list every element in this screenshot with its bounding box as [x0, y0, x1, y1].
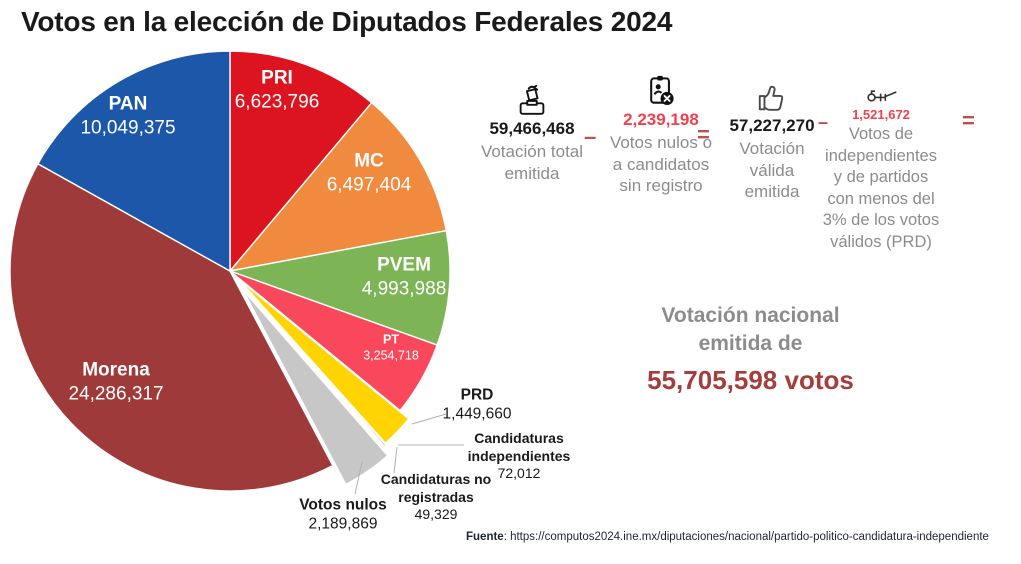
national-vote-result: Votación nacional emitida de 55,705,598 …: [608, 302, 893, 396]
pie-slice-morena: [9, 162, 334, 492]
pie-label-candidaturas-no-registradas: Candidaturas no registradas 49,329: [380, 470, 492, 522]
pie-slice-mc: [228, 101, 448, 273]
total-votes-label-line1: Votación total: [480, 142, 584, 161]
formula-step-valid-votes: 57,227,270 Votación válida emitida: [702, 82, 842, 203]
pie-label-pt: PT 3,254,718: [363, 332, 419, 362]
pie-slice-votos-nulos: [242, 289, 389, 486]
discounted-votes-label-line5: 3% de los votos: [822, 211, 940, 229]
pie-label-candidaturas-independientes: Candidaturas independientes 72,012: [467, 429, 571, 481]
discounted-votes-label-line1: Votos de: [848, 125, 914, 143]
result-text-line1: Votación nacional: [661, 304, 840, 327]
discounted-votes-value: 1,521,672: [852, 107, 910, 122]
ballot-box-icon: [462, 84, 602, 117]
valid-votes-label-line1: Votación: [739, 139, 805, 158]
minus-operator-2: –: [818, 112, 829, 132]
pie-slice-pan: [36, 50, 231, 273]
result-value: 55,705,598 votos: [647, 365, 854, 395]
total-votes-label-line2: emitida: [504, 163, 560, 183]
pie-label-morena: Morena 24,286,317: [68, 359, 164, 404]
pie-label-votos-nulos: Votos nulos 2,189,869: [299, 496, 387, 533]
voting-lever-icon: [796, 88, 966, 105]
equals-operator-1: =: [697, 122, 710, 147]
null-votes-label-line1: Votos nulos o: [609, 133, 713, 152]
formula-step-total: 59,466,468 Votación total emitida: [462, 84, 602, 184]
pie-label-mc: MC 6,497,404: [326, 150, 412, 195]
source-note: Fuente: https://computos2024.ine.mx/dipu…: [466, 531, 989, 543]
pie-label-pan: PAN 10,049,375: [80, 93, 176, 138]
thumbs-up-icon: [702, 82, 842, 114]
valid-votes-label-line3: emitida: [744, 182, 800, 201]
discounted-votes-label-line6: válidos (PRD): [830, 232, 932, 251]
null-votes-value: 2,239,198: [623, 110, 699, 129]
pie-slice-candidaturas-no-registradas: [240, 283, 388, 451]
null-votes-label-line2: a candidatos: [612, 154, 710, 174]
discounted-votes-label-line2: independientes: [825, 146, 937, 165]
minus-operator-1: –: [584, 124, 597, 149]
pie-label-pvem: PVEM 4,993,988: [361, 254, 447, 299]
formula-step-discounted-votes: 1,521,672 Votos de independientes y de p…: [796, 88, 966, 253]
discounted-votes-label-line4: con menos del: [827, 189, 935, 208]
pie-slice-prd: [238, 278, 410, 445]
source-label: Fuente: [466, 531, 504, 543]
total-votes-value: 59,466,468: [489, 119, 575, 138]
pie-label-prd: PRD 1,449,660: [442, 386, 512, 423]
discounted-votes-label-line3: y de partidos: [833, 168, 929, 186]
pie-slice-pvem: [227, 229, 451, 346]
pie-slice-pt: [229, 270, 439, 412]
null-votes-label-line3: sin registro: [619, 176, 703, 195]
result-text-line2: emitida de: [698, 332, 803, 355]
source-url: https://computos2024.ine.mx/diputaciones…: [510, 531, 989, 543]
leader-line: [393, 446, 398, 474]
source-colon: :: [503, 531, 511, 543]
valid-votes-label-line2: válida: [749, 160, 795, 180]
valid-votes-value: 57,227,270: [729, 116, 815, 135]
page-title: Votos en la elección de Diputados Federa…: [21, 6, 673, 37]
pie-label-pri: PRI 6,623,796: [234, 67, 320, 112]
leader-line: [354, 461, 363, 495]
leader-line: [411, 413, 447, 425]
equals-operator-2: =: [962, 108, 975, 133]
pie-slice-pri: [229, 50, 373, 273]
formula-step-null-votes: 2,239,198 Votos nulos o a candidatos sin…: [592, 74, 730, 197]
clipboard-x-icon: [592, 74, 730, 108]
